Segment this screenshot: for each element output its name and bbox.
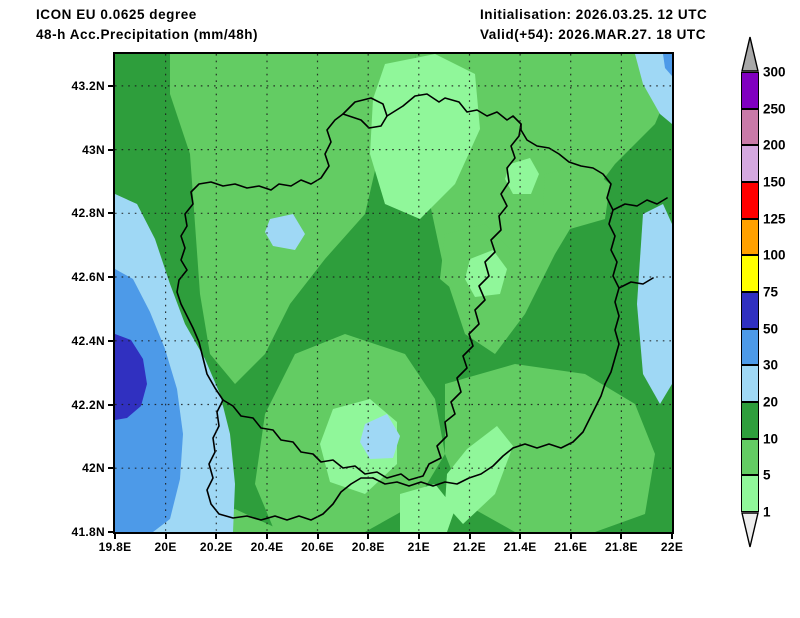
colorbar-band-1-5: [741, 475, 759, 512]
x-axis-label-10: 21.8E: [604, 540, 638, 554]
y-tick: [108, 339, 113, 342]
y-axis-label-6: 42N: [82, 461, 105, 476]
model-title: ICON EU 0.0625 degree: [36, 7, 197, 22]
y-axis-label-1: 43N: [82, 142, 105, 157]
colorbar-label-75: 75: [763, 284, 779, 300]
colorbar-label-1: 1: [763, 504, 771, 520]
colorbar-band-75-100: [741, 255, 759, 292]
colorbar-band-50-75: [741, 292, 759, 329]
x-axis-label-0: 19.8E: [98, 540, 132, 554]
colorbar-above-max-arrow: [741, 36, 759, 72]
colorbar-label-20: 20: [763, 394, 779, 410]
colorbar-below-min-arrow: [741, 512, 759, 548]
colorbar-band-150-200: [741, 145, 759, 182]
x-axis-label-11: 22E: [660, 540, 684, 554]
valid-time: Valid(+54): 2026.MAR.27. 18 UTC: [480, 27, 707, 42]
initialisation-time: Initialisation: 2026.03.25. 12 UTC: [480, 7, 708, 22]
precipitation-map: 43.2N 43N 42.8N 42.6N 42.4N 42.2N 42N 41…: [71, 52, 683, 554]
colorbar-label-5: 5: [763, 467, 771, 483]
colorbar-label-250: 250: [763, 101, 786, 117]
y-tick: [108, 276, 113, 278]
x-tick: [417, 534, 420, 539]
y-tick: [108, 531, 113, 533]
y-tick: [108, 84, 113, 87]
colorbar-band-30-50: [741, 328, 759, 366]
colorbar-band-125-150: [741, 182, 759, 219]
x-tick: [164, 534, 167, 539]
x-tick: [519, 534, 522, 539]
x-axis-label-9: 21.6E: [554, 540, 588, 554]
colorbar-band-100-125: [741, 218, 759, 256]
y-tick: [108, 148, 113, 151]
precipitation-colorbar: 300 250 200 150 125 100 75 50 30 20 10 5…: [741, 36, 786, 548]
y-axis-label-4: 42.4N: [71, 333, 105, 348]
x-axis-label-4: 20.6E: [301, 540, 334, 554]
colorbar-band-200-250: [741, 108, 759, 146]
colorbar-label-200: 200: [763, 137, 786, 153]
colorbar-band-10-20: [741, 402, 759, 439]
x-tick: [620, 534, 623, 539]
y-axis-label-0: 43.2N: [71, 78, 105, 93]
x-tick: [114, 534, 116, 539]
colorbar-band-5-10: [741, 438, 759, 476]
x-axis-label-1: 20E: [154, 540, 177, 554]
x-tick: [367, 534, 370, 539]
colorbar-band-20-30: [741, 365, 759, 402]
x-axis-label-3: 20.4E: [250, 540, 284, 554]
y-axis-label-2: 42.8N: [71, 206, 105, 221]
x-tick: [671, 534, 673, 539]
precipitation-field: [115, 54, 672, 532]
x-axis-label-8: 21.4E: [503, 540, 537, 554]
header: ICON EU 0.0625 degree 48-h Acc.Precipita…: [0, 0, 800, 50]
x-axis-label-6: 21E: [407, 540, 430, 554]
x-tick: [215, 534, 218, 539]
colorbar-label-50: 50: [763, 321, 779, 337]
y-tick: [108, 403, 113, 406]
x-tick: [266, 534, 268, 539]
colorbar-label-125: 125: [763, 211, 786, 227]
y-axis-label-5: 42.2N: [71, 397, 105, 412]
colorbar-label-300: 300: [763, 64, 786, 80]
x-tick: [569, 534, 572, 539]
colorbar-label-30: 30: [763, 357, 779, 373]
colorbar-band-250-300: [741, 72, 759, 109]
colorbar-label-150: 150: [763, 174, 786, 190]
x-tick: [316, 534, 319, 539]
field-title: 48-h Acc.Precipitation (mm/48h): [36, 27, 259, 42]
colorbar-label-100: 100: [763, 247, 786, 263]
y-axis-label-7: 41.8N: [71, 525, 105, 539]
y-tick: [108, 467, 113, 470]
y-tick: [108, 212, 113, 215]
x-tick: [468, 534, 471, 539]
y-axis-label-3: 42.6N: [71, 270, 105, 284]
colorbar-label-10: 10: [763, 431, 779, 447]
x-axis-label-7: 21.2E: [453, 540, 486, 554]
x-axis-label-2: 20.2E: [199, 540, 233, 554]
x-axis-label-5: 20.8E: [351, 540, 385, 554]
map-canvas: [115, 54, 672, 532]
